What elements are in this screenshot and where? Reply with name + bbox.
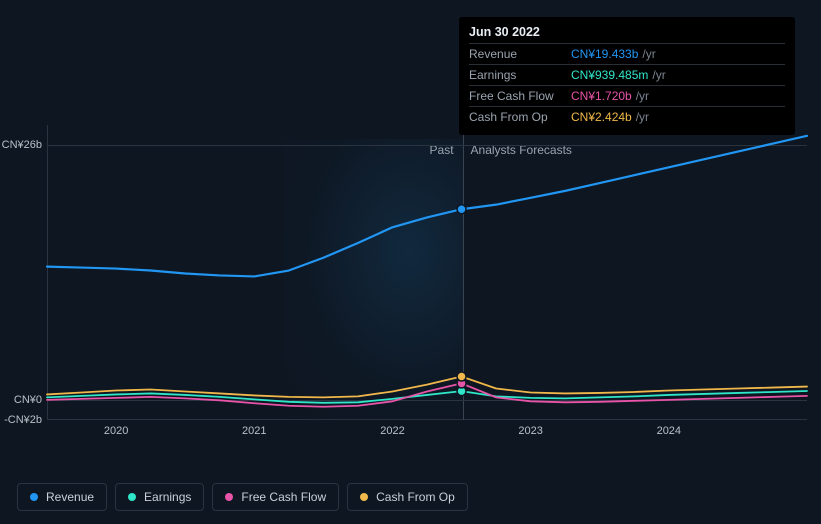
financial-chart: PastAnalysts Forecasts CN¥26bCN¥0-CN¥2b2… <box>17 125 807 443</box>
tooltip-key: Revenue <box>469 47 559 61</box>
legend-item[interactable]: Revenue <box>17 483 107 511</box>
legend-swatch <box>128 493 136 501</box>
legend-item[interactable]: Earnings <box>115 483 204 511</box>
tooltip-key: Free Cash Flow <box>469 89 559 103</box>
tooltip-key: Earnings <box>469 68 559 82</box>
chart-tooltip: Jun 30 2022 Revenue CN¥19.433b/yr Earnings… <box>459 17 795 135</box>
legend-item[interactable]: Cash From Op <box>347 483 468 511</box>
legend-item[interactable]: Free Cash Flow <box>212 483 339 511</box>
legend-label: Cash From Op <box>376 490 455 504</box>
tooltip-row: Earnings CN¥939.485m/yr <box>469 64 785 85</box>
tooltip-value: CN¥19.433b/yr <box>571 47 656 61</box>
tooltip-row: Revenue CN¥19.433b/yr <box>469 43 785 64</box>
tooltip-value: CN¥939.485m/yr <box>571 68 666 82</box>
tooltip-value: CN¥2.424b/yr <box>571 110 649 124</box>
x-axis-label: 2023 <box>518 425 542 437</box>
series-revenue <box>47 136 807 277</box>
x-axis-label: 2022 <box>380 425 404 437</box>
x-axis-label: 2021 <box>242 425 266 437</box>
tooltip-date: Jun 30 2022 <box>469 25 785 43</box>
y-axis-label: CN¥0 <box>14 394 42 406</box>
legend-label: Free Cash Flow <box>241 490 326 504</box>
tooltip-row: Free Cash Flow CN¥1.720b/yr <box>469 85 785 106</box>
y-axis-label: -CN¥2b <box>4 414 42 426</box>
chart-lines <box>47 125 807 420</box>
y-axis-label: CN¥26b <box>2 139 42 151</box>
tooltip-row: Cash From Op CN¥2.424b/yr <box>469 106 785 127</box>
legend-label: Revenue <box>46 490 94 504</box>
tooltip-value: CN¥1.720b/yr <box>571 89 649 103</box>
legend-swatch <box>30 493 38 501</box>
marker-cfo <box>457 372 466 381</box>
marker-revenue <box>457 205 466 214</box>
legend-swatch <box>360 493 368 501</box>
legend-label: Earnings <box>144 490 191 504</box>
tooltip-key: Cash From Op <box>469 110 559 124</box>
legend-swatch <box>225 493 233 501</box>
x-axis-label: 2020 <box>104 425 128 437</box>
legend: Revenue Earnings Free Cash Flow Cash From O… <box>17 483 468 511</box>
x-axis-label: 2024 <box>657 425 681 437</box>
